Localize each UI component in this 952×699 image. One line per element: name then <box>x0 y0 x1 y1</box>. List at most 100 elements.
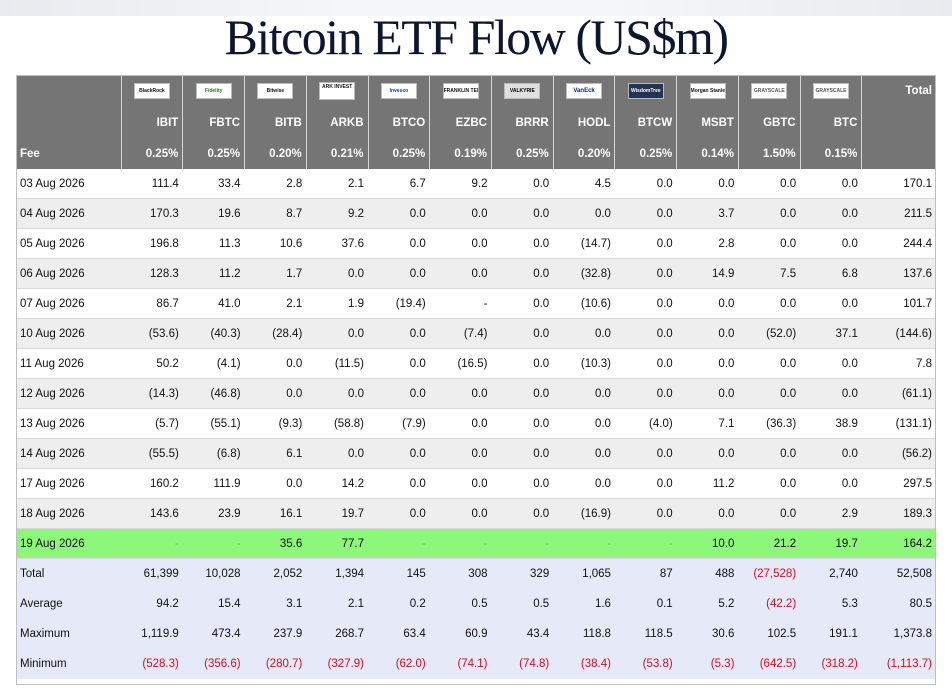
ticker-header: EZBC <box>429 107 492 138</box>
flow-cell: 2.8 <box>676 228 739 259</box>
flow-cell: (32.8) <box>553 258 615 289</box>
summary-cell: 118.8 <box>553 619 615 649</box>
flow-cell: 0.0 <box>553 408 615 439</box>
invesco-logo: Invesco <box>380 83 417 99</box>
summary-cell: 3.1 <box>244 589 307 619</box>
row-total: (131.1) <box>861 408 936 439</box>
row-date: 18 Aug 2026 <box>16 498 122 529</box>
issuer-logo-cell: Invesco <box>367 75 430 107</box>
row-total: 7.8 <box>861 348 936 379</box>
ticker-row: IBIT FBTC BITB ARKB BTCO EZBC BRRR HODL … <box>16 107 936 138</box>
flow-cell: (16.5) <box>429 348 492 379</box>
flow-cell: (53.6) <box>121 318 183 349</box>
vaneck-logo: VanEck <box>566 83 603 99</box>
summary-cell: 118.5 <box>614 619 677 649</box>
summary-cell: 0.5 <box>429 589 492 619</box>
flow-cell: 6.1 <box>244 438 307 469</box>
issuer-logo-cell: Fidelity <box>182 75 245 107</box>
summary-label: Average <box>16 589 122 619</box>
flow-cell: 0.0 <box>614 318 677 349</box>
flow-cell: 0.0 <box>368 318 430 349</box>
flow-cell: 6.7 <box>368 169 430 199</box>
table-row-highlighted: 19 Aug 2026- -35.6 77.7- - - - -10.0 21.2 19.7 16… <box>16 528 936 559</box>
table-row: 11 Aug 2026 50.2 (4.1) 0.0 (11.5) 0.0 (16.5) 0.… <box>16 348 936 379</box>
summary-cell: 0.1 <box>614 589 677 619</box>
flow-cell: 1.9 <box>306 288 369 319</box>
flow-cell: 111.4 <box>121 169 183 199</box>
flow-cell: 21.2 <box>738 528 801 559</box>
issuer-logo-cell: BlackRock <box>120 75 183 107</box>
flow-cell: 0.0 <box>429 378 492 409</box>
flow-cell: - <box>553 528 615 559</box>
issuer-logo-cell: ARK INVEST <box>305 75 369 107</box>
summary-cell: (62.0) <box>368 649 430 679</box>
flow-cell: 19.7 <box>306 498 369 529</box>
row-total: 211.5 <box>861 198 936 229</box>
summary-cell: 5.2 <box>676 589 739 619</box>
flow-cell: 0.0 <box>614 198 677 229</box>
flow-cell: (14.3) <box>121 378 183 409</box>
bitwise-logo: Bitwise <box>257 83 294 99</box>
flow-cell: 0.0 <box>368 468 430 499</box>
flow-cell: - <box>491 528 554 559</box>
corner-cell <box>16 75 122 107</box>
row-total: 137.6 <box>861 258 936 289</box>
flow-cell: - <box>368 528 430 559</box>
flow-cell: 0.0 <box>244 348 307 379</box>
flow-cell: 0.0 <box>553 438 615 469</box>
fee-total-cell <box>861 138 936 169</box>
flow-cell: 6.8 <box>800 258 862 289</box>
flow-cell: 128.3 <box>121 258 183 289</box>
flow-cell: 0.0 <box>429 498 492 529</box>
flow-cell: 19.7 <box>800 528 862 559</box>
ticker-header: GBTC <box>737 107 801 138</box>
flow-cell: 0.0 <box>491 169 554 199</box>
row-date: 10 Aug 2026 <box>16 318 122 349</box>
issuer-logo-cell: VALKYRIE <box>490 75 554 107</box>
row-date: 19 Aug 2026 <box>16 528 122 559</box>
row-date: 06 Aug 2026 <box>16 258 122 289</box>
flow-cell: 7.1 <box>676 408 739 439</box>
issuer-logo-cell: Morgan Stanley <box>676 75 739 107</box>
fee-cell: 0.15% <box>799 138 862 169</box>
flow-cell: (46.8) <box>182 378 245 409</box>
table-row: 06 Aug 2026 128.3 11.2 1.7 0.0 0.0 0.0 0.0 (32.8… <box>16 258 936 289</box>
top-bar <box>0 0 952 16</box>
summary-cell: 43.4 <box>491 619 554 649</box>
summary-cell: 1.6 <box>553 589 615 619</box>
flow-cell: (5.7) <box>121 408 183 439</box>
flow-cell: 0.0 <box>676 378 739 409</box>
flow-cell: (19.4) <box>368 288 430 319</box>
flow-cell: 77.7 <box>306 528 369 559</box>
issuer-logo-cell: GRAYSCALE <box>737 75 801 107</box>
flow-cell: 0.0 <box>800 438 862 469</box>
summary-cell: 1,119.9 <box>121 619 183 649</box>
flow-cell: 0.0 <box>614 378 677 409</box>
row-total: 297.5 <box>861 468 936 499</box>
summary-cell: 60.9 <box>429 619 492 649</box>
daily-flow-rows: 03 Aug 2026 111.4 33.4 2.8 2.1 6.7 9.2 0.0 4.5 0.… <box>16 169 936 559</box>
row-date: 05 Aug 2026 <box>16 228 122 259</box>
summary-cell: 2.1 <box>306 589 369 619</box>
flow-cell: - <box>182 528 245 559</box>
table-row: 07 Aug 2026 86.7 41.0 2.1 1.9 (19.4) -0.0 (10.6… <box>16 288 936 319</box>
flow-cell: 0.0 <box>429 408 492 439</box>
summary-total: (1,113.7) <box>861 649 936 679</box>
flow-cell: 0.0 <box>800 468 862 499</box>
row-total: 164.2 <box>861 528 936 559</box>
table-row: 12 Aug 2026 (14.3) (46.8) 0.0 0.0 0.0 0.0 0.0 0.… <box>16 378 936 409</box>
flow-cell: 0.0 <box>553 468 615 499</box>
summary-cell: 1,065 <box>553 558 615 589</box>
summary-row: Average 94.2 15.4 3.1 2.1 0.2 0.5 0.5 1.6 0.1 5.2(… <box>16 589 936 619</box>
flow-cell: 0.0 <box>676 438 739 469</box>
flow-cell: 0.0 <box>738 378 801 409</box>
table-row: 03 Aug 2026 111.4 33.4 2.8 2.1 6.7 9.2 0.0 4.5 0.… <box>16 169 936 199</box>
flow-cell: 0.0 <box>738 169 801 199</box>
flow-cell: 0.0 <box>614 228 677 259</box>
flow-cell: 0.0 <box>368 348 430 379</box>
flow-cell: 0.0 <box>491 318 554 349</box>
fee-cell: 0.25% <box>614 138 677 169</box>
flow-cell: 143.6 <box>121 498 183 529</box>
summary-cell: 30.6 <box>676 619 739 649</box>
flow-cell: 0.0 <box>553 318 615 349</box>
